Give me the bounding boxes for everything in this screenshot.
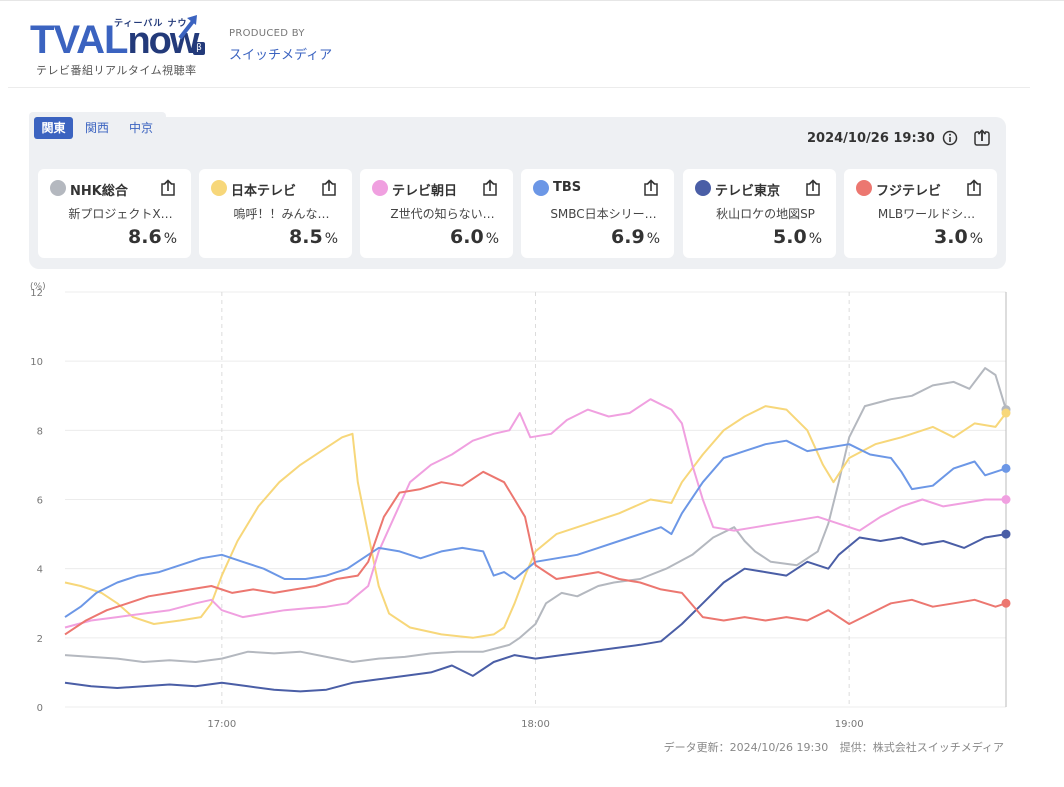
datetime-bar: 2024/10/26 19:30 [793,118,1006,160]
program-title: SMBC日本シリー… [550,207,657,221]
series-line [64,367,1007,663]
tvalnow-logo[interactable]: TVALnow ティーバル ナウ β テレビ番組リアルタイム視聴率 [30,14,210,77]
program-title: 新プロジェクトX… [68,207,173,221]
x-tick-label: 17:00 [207,719,236,730]
region-tabs: 関東 関西 中京 [29,112,166,144]
rating-value: 8.5% [289,226,338,248]
chart-footer: データ更新：2024/10/26 19:30 提供：株式会社スイッチメディア [656,739,1004,755]
series-line [64,405,1007,639]
series-end-marker [1001,408,1011,418]
tab-chukyo[interactable]: 中京 [128,121,153,135]
x-tick-label: 18:00 [521,719,550,730]
share-icon[interactable] [804,179,822,197]
share-icon[interactable] [965,179,983,197]
channel-card-tv-tokyo[interactable]: テレビ東京秋山ロケの地図SP 5.0% [683,169,836,258]
y-tick-label: 8 [37,426,43,437]
y-tick-label: 10 [30,357,43,368]
share-icon[interactable] [481,179,499,197]
y-tick-label: 2 [37,634,43,645]
series-end-marker [1001,495,1011,504]
series-line [64,398,1006,629]
program-title: MLBワールドシ… [877,207,976,221]
logo-subtitle: テレビ番組リアルタイム視聴率 [36,64,197,77]
channel-color-dot [695,180,711,196]
update-time: データ更新：2024/10/26 19:30 [663,741,829,754]
rating-value: 6.0% [450,226,499,248]
series-end-marker [1001,463,1011,473]
y-tick-label: 12 [30,288,43,299]
channel-color-dot [50,180,66,196]
channel-color-dot [211,180,227,196]
channel-name: テレビ東京 [715,184,781,199]
channel-card-fuji-tv[interactable]: フジテレビ MLBワールドシ… 3.0% [844,169,997,258]
x-tick-label: 19:00 [835,719,864,730]
series-line [64,533,1007,693]
program-title: Z世代の知らない… [390,207,495,221]
current-datetime: 2024/10/26 19:30 [807,131,935,146]
channel-color-dot [372,180,388,196]
y-tick-label: 4 [37,565,43,576]
channel-color-dot [856,180,872,196]
series-end-marker [1001,598,1011,608]
ratings-line-chart: 0 2 4 6 8 10 12(%) 17:00 18:00 19:00 [30,282,1011,730]
rating-value: 8.6% [128,226,177,248]
logo-arrow-icon [178,15,197,40]
channel-name: NHK総合 [70,184,128,199]
share-icon[interactable] [159,179,177,197]
share-icon[interactable] [642,179,660,197]
top-border [0,0,1064,1]
provider-credit: 提供：株式会社スイッチメディア [839,741,1004,754]
channel-color-dot [533,180,549,196]
rating-value: 6.9% [611,226,660,248]
info-icon[interactable] [942,130,958,146]
beta-badge: β [193,42,205,55]
produced-by-label: PRODUCED BY [229,28,305,39]
y-tick-label: 6 [37,496,43,507]
channel-name: フジテレビ [876,184,942,199]
channel-name: TBS [553,180,582,195]
y-axis-label: (%) [30,282,46,292]
program-title: 嗚呼！！みんな… [233,207,330,221]
logo-kana: ティーバル ナウ [114,19,188,29]
producer-link[interactable]: スイッチメディア [229,48,333,63]
y-tick-label: 0 [37,703,43,714]
share-icon[interactable] [973,129,991,147]
share-icon[interactable] [320,179,338,197]
series-line [64,470,1007,636]
channel-card-nhk[interactable]: NHK総合新プロジェクトX… 8.6% [38,169,191,258]
channel-name: テレビ朝日 [392,184,458,199]
rating-value: 3.0% [934,226,983,248]
program-title: 秋山ロケの地図SP [716,207,815,221]
channel-card-tv-asahi[interactable]: テレビ朝日 Z世代の知らない… 6.0% [360,169,513,258]
series-end-marker [1001,529,1011,539]
channel-card-tbs[interactable]: TBS SMBC日本シリー… 6.9% [521,169,674,258]
channel-card-ntv[interactable]: 日本テレビ嗚呼！！みんな… 8.5% [199,169,352,258]
header-divider [8,87,1030,88]
tab-kanto[interactable]: 関東 [34,117,73,139]
rating-value: 5.0% [773,226,822,248]
site-header: TVALnow ティーバル ナウ β テレビ番組リアルタイム視聴率 PRODUC… [0,0,1064,88]
channel-name: 日本テレビ [231,184,297,199]
tab-kansai[interactable]: 関西 [84,121,109,135]
